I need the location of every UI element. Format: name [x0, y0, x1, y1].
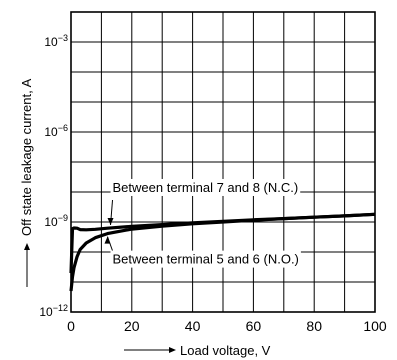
y-axis-arrowhead — [24, 243, 30, 250]
annotations: Between terminal 7 and 8 (N.C.) Between t… — [104, 178, 301, 268]
callout-label-background — [110, 178, 301, 196]
series-line-no — [69, 212, 376, 292]
callout-label-background — [110, 250, 301, 268]
y-tick-label: 10−6 — [44, 123, 68, 139]
plot-frame — [70, 11, 376, 313]
y-tick-label: 10−9 — [44, 213, 68, 229]
x-axis-arrowhead — [169, 347, 176, 353]
callout-label: Between terminal 5 and 6 (N.O.) — [112, 252, 298, 267]
x-tick-label: 20 — [124, 318, 140, 334]
callout-label: Between terminal 7 and 8 (N.C.) — [113, 180, 299, 195]
callout-arrowhead — [107, 217, 114, 225]
x-tick-label: 40 — [185, 318, 201, 334]
x-tick-label: 80 — [306, 318, 322, 334]
x-tick-label: 100 — [363, 318, 387, 334]
y-tick-label: 10−3 — [44, 33, 68, 49]
y-axis-label: Off state leakage current, A — [19, 78, 34, 236]
x-tick-label: 0 — [67, 318, 75, 334]
y-axis-label-group: Off state leakage current, A — [19, 78, 34, 287]
tick-labels: 0 20 40 60 80 100 10−12 10−9 10−6 10−3 — [39, 33, 387, 334]
x-axis-label: Load voltage, V — [180, 343, 271, 358]
x-axis-label-group: Load voltage, V — [124, 343, 271, 358]
x-tick-label: 60 — [246, 318, 262, 334]
callout-arrowhead — [104, 236, 111, 244]
series-lines — [69, 212, 376, 292]
y-tick-label: 10−12 — [39, 303, 68, 319]
